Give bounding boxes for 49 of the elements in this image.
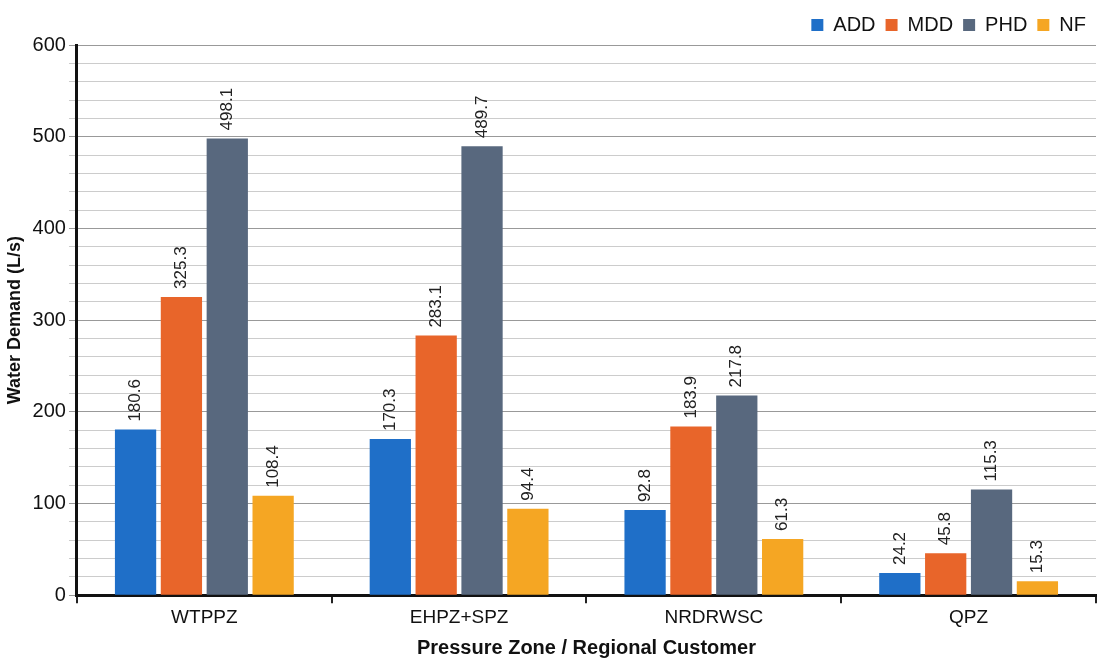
- data-label: 15.3: [1027, 540, 1047, 574]
- data-label: 217.8: [726, 344, 746, 388]
- y-tick-label: 200: [32, 399, 66, 422]
- bar: [206, 138, 248, 595]
- bar: [762, 538, 804, 595]
- y-tick-label: 0: [54, 582, 66, 605]
- data-label: 45.8: [935, 512, 955, 546]
- y-tick-label: 300: [32, 307, 66, 330]
- data-label: 61.3: [772, 497, 792, 531]
- y-tick-label: 600: [32, 32, 66, 55]
- y-tick-label: 100: [32, 491, 66, 514]
- legend-label: ADD: [833, 12, 876, 35]
- y-tick-label: 400: [32, 215, 66, 238]
- bar: [716, 395, 758, 595]
- x-tick-label: QPZ: [949, 605, 989, 627]
- data-label: 170.3: [380, 388, 400, 432]
- data-label: 283.1: [425, 285, 445, 328]
- bar: [624, 510, 666, 595]
- bar: [252, 495, 294, 595]
- bar: [369, 439, 411, 595]
- legend-label: MDD: [907, 12, 954, 35]
- bar: [160, 296, 203, 595]
- bar: [114, 429, 157, 595]
- y-tick-label: 500: [32, 124, 66, 147]
- legend-label: NF: [1059, 12, 1087, 35]
- bar: [879, 573, 921, 595]
- bar: [461, 146, 503, 595]
- legend-label: PHD: [985, 12, 1028, 35]
- bar: [970, 489, 1013, 595]
- data-label: 498.1: [216, 87, 236, 131]
- x-tick-label: EHPZ+SPZ: [409, 605, 509, 627]
- data-label: 92.8: [634, 469, 654, 503]
- data-label: 108.4: [262, 445, 282, 488]
- bar: [415, 335, 457, 595]
- data-label: 180.6: [125, 379, 145, 422]
- x-tick-label: WTPPZ: [171, 605, 238, 627]
- data-label: 183.9: [680, 376, 700, 419]
- bar: [507, 508, 549, 595]
- x-axis-title: Pressure Zone / Regional Customer: [416, 635, 757, 658]
- data-label: 325.3: [171, 246, 191, 289]
- y-axis-title: Water Demand (L/s): [3, 235, 24, 405]
- data-label: 115.3: [981, 440, 1001, 482]
- data-label: 94.4: [517, 467, 537, 501]
- bar: [670, 426, 712, 595]
- data-label: 489.7: [471, 95, 491, 139]
- bar: [1016, 581, 1059, 595]
- bar: [925, 553, 967, 595]
- data-label: 24.2: [889, 531, 909, 566]
- x-tick-label: NRDRWSC: [664, 605, 764, 627]
